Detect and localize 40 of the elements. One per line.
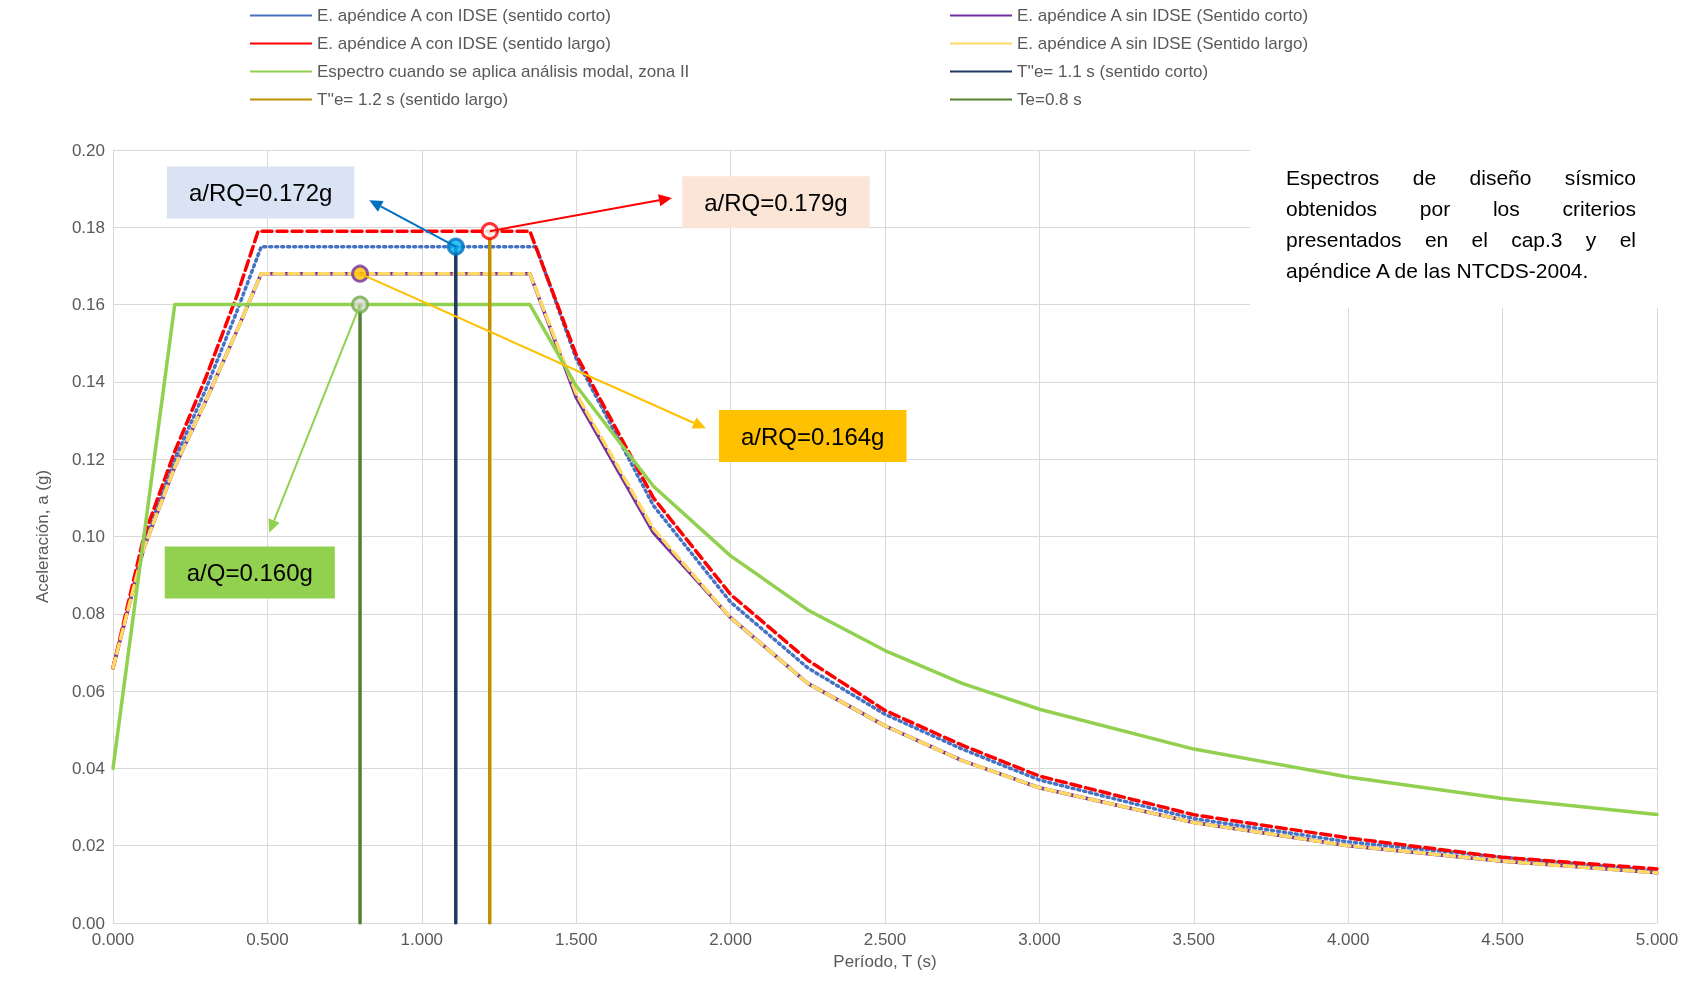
point [446,237,465,256]
legend-label: Te=0.8 s [1017,90,1082,109]
x-tick-label: 4.500 [1481,930,1524,949]
annotation: a/RQ=0.164g [741,422,885,450]
y-tick-label: 0.00 [71,913,105,933]
x-tick-label: 3.500 [1172,930,1216,949]
legend-label: E. apéndice A con IDSE (sentido largo) [317,34,611,53]
x-tick-label: 0.500 [246,930,289,949]
y-tick-label: 0.06 [71,681,105,701]
y-tick-label: 0.20 [71,140,105,160]
legend-label: E. apéndice A con IDSE (sentido corto) [317,6,611,25]
y-tick-label: 0.16 [71,295,105,315]
annotation: a/Q=0.160g [186,558,313,586]
point [480,222,499,241]
legend-label: T''e= 1.1 s (sentido corto) [1017,62,1209,81]
y-tick-label: 0.08 [71,604,105,624]
y-tick-label: 0.10 [71,527,105,546]
y-tick-label: 0.04 [71,758,105,778]
x-tick-label: 1.000 [400,930,444,949]
legend-label: T''e= 1.2 s (sentido largo) [317,90,509,109]
y-tick-label: 0.12 [71,449,105,469]
y-tick-label: 0.18 [71,217,105,237]
x-tick-label: 4.000 [1326,930,1370,949]
legend-label: E. apéndice A sin IDSE (Sentido corto) [1017,6,1309,25]
legend-label: E. apéndice A sin IDSE (Sentido largo) [1017,34,1309,53]
x-tick-label: 2.500 [863,930,907,949]
x-tick-label: 0.000 [91,930,135,949]
x-tick-label: 3.000 [1018,930,1061,949]
point [351,264,370,283]
x-tick-label: 2.000 [709,930,752,949]
annotation: a/RQ=0.172g [188,179,333,207]
annotation: a/RQ=0.179g [704,188,848,216]
y-tick-label: 0.02 [71,836,105,856]
x-tick-label: 5.000 [1635,930,1679,949]
y-axis-title: Aceleración, a (g) [33,469,52,604]
x-tick-label: 1.500 [554,930,598,949]
x-axis-title: Período, T (s) [833,952,937,971]
legend-label: Espectro cuando se aplica análisis modal, zona II [317,62,690,81]
point [351,295,370,314]
y-tick-label: 0.14 [71,372,105,392]
